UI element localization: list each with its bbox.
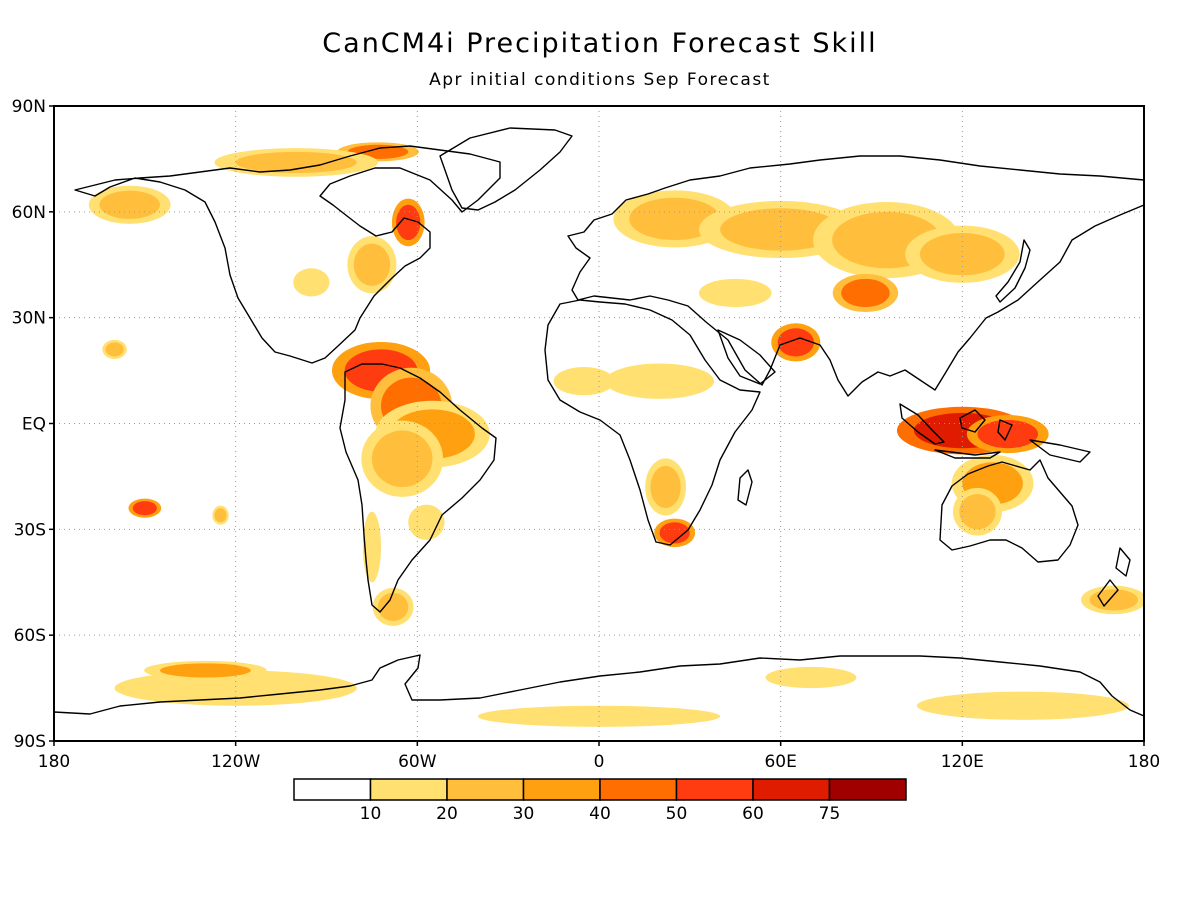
colorbar-label: 10: [360, 804, 382, 824]
colorbar-bin: [753, 779, 830, 800]
lon-tick-label: 0: [594, 752, 605, 772]
colorbar-label: 75: [819, 804, 841, 824]
skill-region: [293, 268, 329, 296]
skill-region: [354, 244, 390, 286]
lat-tick-label: 60N: [12, 203, 46, 223]
colorbar-label: 60: [742, 804, 764, 824]
skill-region: [605, 364, 714, 399]
colorbar-label: 30: [513, 804, 535, 824]
colorbar-bin: [294, 779, 371, 800]
skill-region: [372, 431, 433, 487]
lon-tick-label: 180: [38, 752, 70, 772]
skill-region: [378, 593, 408, 621]
lon-tick-label: 180: [1128, 752, 1160, 772]
colorbar-label: 40: [589, 804, 611, 824]
skill-region: [105, 342, 123, 356]
colorbar-bin: [371, 779, 448, 800]
lat-tick-label: 30S: [14, 520, 46, 540]
colorbar-label: 50: [666, 804, 688, 824]
colorbar-label: 20: [436, 804, 458, 824]
lon-tick-label: 120W: [211, 752, 260, 772]
colorbar-bin: [524, 779, 601, 800]
colorbar: 10 20 30 40 50 60 75: [294, 779, 906, 824]
skill-region: [699, 279, 772, 307]
lon-tick-label: 60E: [764, 752, 796, 772]
colorbar-bin: [447, 779, 524, 800]
skill-region: [99, 191, 160, 219]
skill-region: [959, 494, 995, 529]
skill-region: [236, 152, 357, 173]
skill-region: [160, 663, 251, 677]
colorbar-bin: [677, 779, 754, 800]
lat-tick-label: EQ: [22, 415, 46, 435]
skill-region: [214, 508, 226, 522]
skill-region: [554, 367, 615, 395]
skill-map: 180 120W 60W 0 60E 120E 180 90N 60N 30N EQ 30S 60S 90…: [0, 0, 1200, 900]
lon-tick-label: 60W: [398, 752, 437, 772]
skill-region: [766, 667, 857, 688]
skill-region: [778, 328, 814, 356]
lat-tick-label: 90S: [14, 732, 46, 752]
colorbar-bin: [830, 779, 907, 800]
lat-tick-label: 30N: [12, 309, 46, 329]
colorbar-bin: [600, 779, 677, 800]
skill-region: [133, 501, 157, 515]
lat-tick-label: 90N: [12, 97, 46, 117]
skill-region: [650, 466, 680, 508]
lat-tick-label: 60S: [14, 626, 46, 646]
skill-region: [920, 233, 1005, 275]
skill-region: [1090, 589, 1138, 610]
lon-tick-label: 120E: [941, 752, 984, 772]
skill-region: [841, 279, 889, 307]
skill-region: [917, 692, 1129, 720]
